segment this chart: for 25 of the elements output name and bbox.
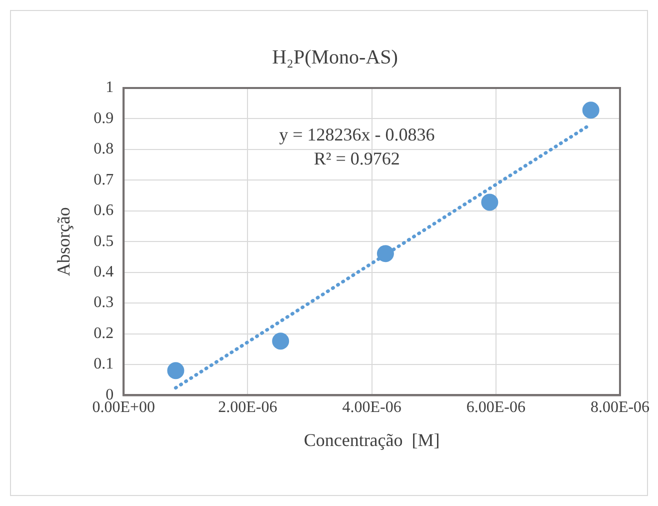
- y-tick-label: 0.5: [94, 232, 114, 250]
- y-tick-label: 0.9: [94, 110, 114, 127]
- point: [376, 245, 394, 262]
- y-tick-label: 0.1: [94, 356, 114, 373]
- y-axis-title: Absorção: [54, 207, 74, 276]
- y-tick-label: 0.7: [94, 171, 114, 188]
- x-tick-label: 4.00E-06: [342, 399, 402, 416]
- x-tick-label: 6.00E-06: [466, 399, 526, 416]
- y-tick-label: 0.6: [94, 202, 114, 220]
- annotation: y = 128236x - 0.0836: [279, 124, 435, 145]
- y-tick-label: 0.3: [94, 294, 114, 312]
- chart-title: H₂P(Mono-AS): [272, 46, 398, 68]
- point: [582, 102, 600, 119]
- x-tick-label: 2.00E-06: [218, 399, 278, 416]
- x-tick-label: 8.00E-06: [590, 399, 650, 416]
- y-tick-label: 0.2: [94, 324, 114, 342]
- x-axis-title: Concentração [M]: [304, 430, 440, 450]
- x-tick-label: 0.00E+00: [92, 399, 155, 416]
- y-tick-label: 0.4: [94, 264, 114, 281]
- point: [481, 194, 498, 211]
- annotation: R² = 0.9762: [314, 148, 400, 169]
- y-tick-label: 1: [106, 79, 114, 96]
- point: [272, 332, 290, 350]
- y-tick-label: 0.8: [94, 140, 114, 158]
- point: [167, 362, 184, 380]
